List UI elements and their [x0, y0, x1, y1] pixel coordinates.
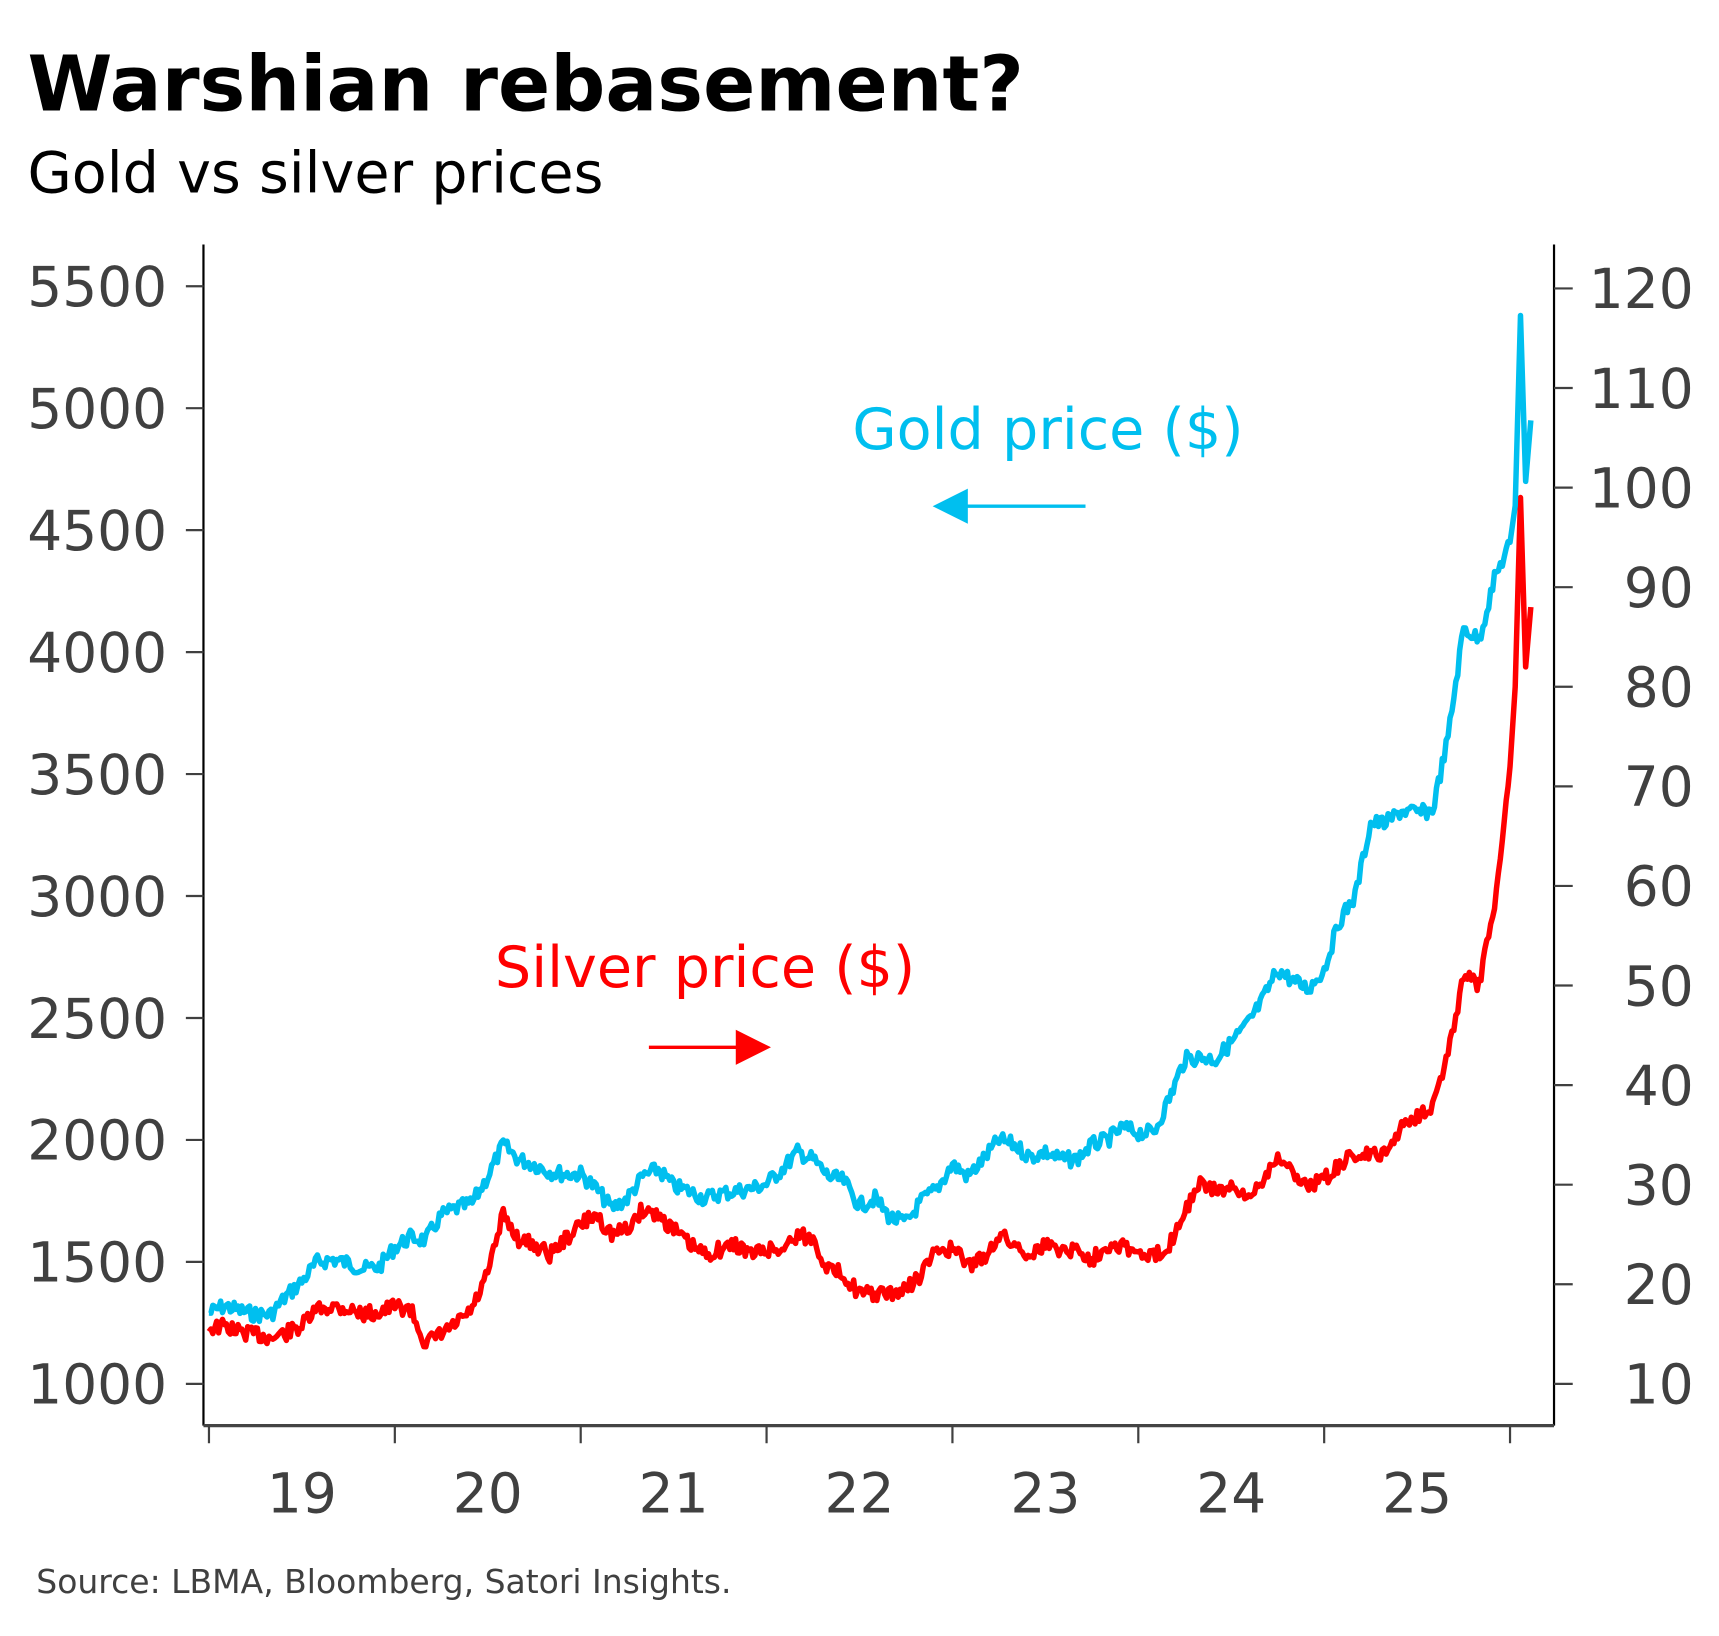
right-tick-label: 110	[1589, 357, 1694, 421]
left-tick-label: 2000	[27, 1109, 167, 1173]
x-tick-label: 24	[1196, 1462, 1266, 1526]
left-tick-label: 3000	[27, 865, 167, 929]
right-tick-label: 30	[1624, 1153, 1694, 1217]
x-tick-label: 19	[267, 1462, 337, 1526]
right-tick-label: 100	[1589, 456, 1694, 520]
right-tick-label: 40	[1624, 1054, 1694, 1118]
right-tick-label: 50	[1624, 954, 1694, 1018]
right-tick-label: 20	[1624, 1253, 1694, 1317]
source-note: Source: LBMA, Bloomberg, Satori Insights…	[36, 1562, 731, 1601]
left-tick-label: 4500	[27, 499, 167, 563]
left-tick-label: 5000	[27, 377, 167, 441]
left-axis: 5500 5000 4500 4000 3500 3000 2500 2000 1500 1000	[27, 255, 204, 1417]
gold-label: Gold price ($)	[852, 397, 1243, 463]
left-tick-label: 1000	[27, 1353, 167, 1417]
plot-frame	[202, 244, 1556, 1428]
x-tick-label: 23	[1010, 1462, 1080, 1526]
left-tick-label: 3500	[27, 743, 167, 807]
x-axis: 19 20 21 22 23 24 25	[207, 1425, 1512, 1526]
right-tick-label: 80	[1624, 656, 1694, 720]
right-axis: 120 110 100 90 80 70 60 50 40 30 20 10	[1554, 257, 1694, 1417]
silver-label: Silver price ($)	[495, 935, 915, 1001]
chart-subtitle: Gold vs silver prices	[27, 141, 603, 207]
x-tick-label: 21	[639, 1462, 709, 1526]
right-tick-label: 10	[1624, 1353, 1694, 1417]
right-tick-label: 70	[1624, 755, 1694, 819]
left-tick-label: 5500	[27, 255, 167, 319]
x-tick-label: 22	[825, 1462, 895, 1526]
x-tick-label: 25	[1382, 1462, 1452, 1526]
right-arrow-icon	[648, 1029, 771, 1065]
x-tick-label: 20	[453, 1462, 523, 1526]
left-tick-label: 4000	[27, 621, 167, 685]
left-arrow-icon	[932, 488, 1086, 524]
right-tick-label: 120	[1589, 257, 1694, 321]
chart-title: Warshian rebasement?	[27, 40, 1023, 129]
left-tick-label: 2500	[27, 987, 167, 1051]
silver-price-line	[206, 494, 1534, 1350]
right-tick-label: 60	[1624, 855, 1694, 919]
gold-price-line	[208, 312, 1534, 1325]
left-tick-label: 1500	[27, 1231, 167, 1295]
right-tick-label: 90	[1624, 556, 1694, 620]
